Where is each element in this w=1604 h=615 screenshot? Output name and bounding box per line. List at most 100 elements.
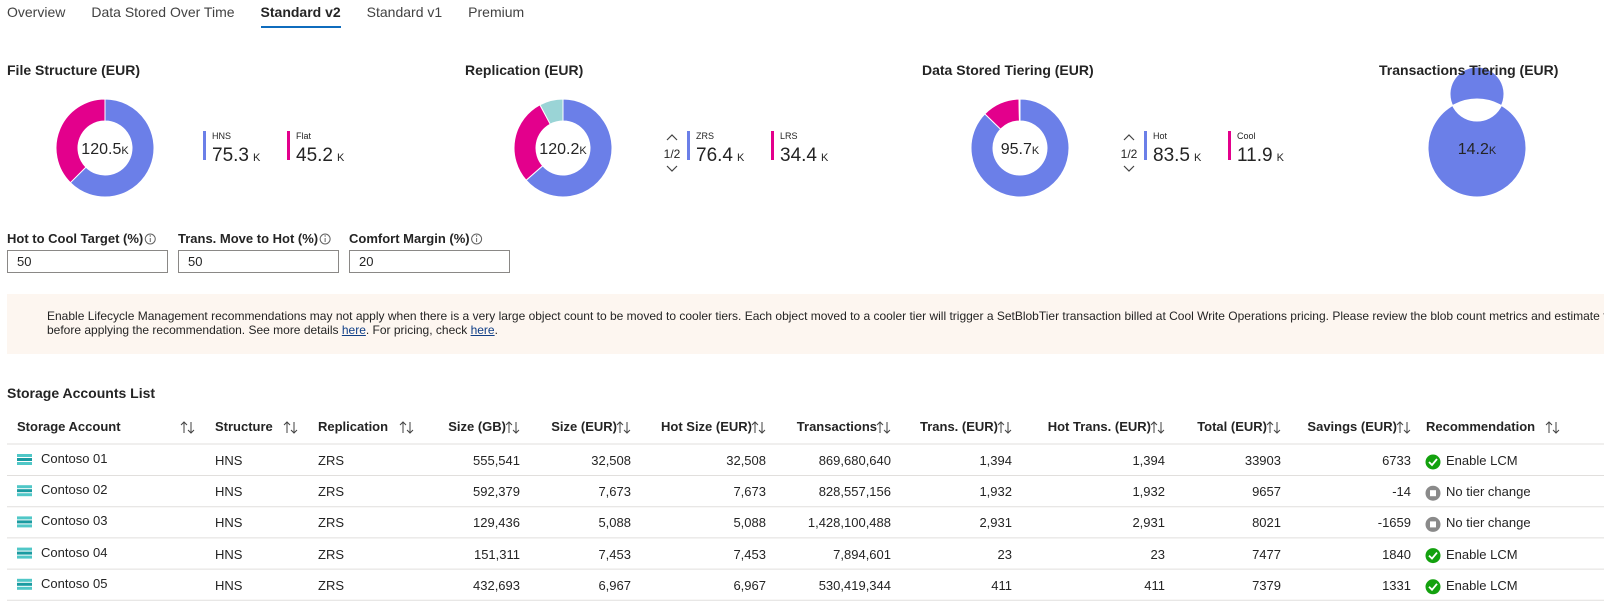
cell: ZRS — [318, 515, 344, 531]
cell: 33903 — [1244, 453, 1281, 468]
sort-icon — [1396, 421, 1411, 434]
input-box[interactable]: 50 — [178, 250, 339, 273]
donut-unit: K — [579, 145, 587, 157]
column-header[interactable]: Recommendation — [1426, 419, 1536, 434]
link[interactable]: here — [341, 323, 366, 337]
cell: ZRS — [318, 577, 344, 593]
cell: Contoso 05 — [41, 575, 108, 591]
cell: -14 — [1392, 484, 1411, 500]
cell: HNS — [215, 577, 243, 593]
column-header[interactable]: Size (EUR) — [551, 419, 617, 434]
sort-icon — [399, 421, 414, 434]
cell: 5,088 — [598, 515, 631, 531]
tab[interactable]: Premium — [468, 4, 525, 20]
status-ok — [1425, 454, 1441, 470]
donut-unit: K — [121, 145, 129, 157]
donut-segment — [1018, 98, 1021, 122]
text-span: before applying the recommendation. See … — [47, 323, 342, 337]
storage-icon — [17, 555, 32, 559]
storage-icon — [17, 578, 32, 582]
warning-banner: Enable Lifecycle Management recommendati… — [7, 294, 1604, 354]
legend-number: 75.3 — [212, 145, 249, 166]
cell: 129,436 — [473, 515, 520, 531]
storage-icon — [17, 489, 32, 493]
donut-segment — [69, 98, 155, 198]
info-icon — [319, 233, 331, 245]
text-span: . For pricing, check — [365, 323, 471, 337]
cell: 32,508 — [726, 453, 766, 468]
legend-swatch — [687, 131, 690, 160]
storage-icon — [17, 582, 32, 586]
tab[interactable]: Standard v2 — [260, 4, 341, 28]
donut-segment — [55, 98, 106, 184]
cell: HNS — [215, 484, 243, 500]
sort-icon — [283, 421, 298, 434]
cell: 592,379 — [473, 484, 520, 500]
column-header[interactable]: Transactions — [796, 419, 877, 434]
cell: 411 — [991, 577, 1012, 593]
donut-segment — [970, 98, 1070, 198]
column-header[interactable]: Hot Trans. (EUR) — [1047, 419, 1151, 434]
sort-icon — [180, 421, 195, 434]
legend-number: 34.4 — [780, 145, 817, 166]
input-box[interactable]: 20 — [349, 250, 510, 273]
tab[interactable]: Overview — [7, 4, 66, 20]
tab[interactable]: Standard v1 — [366, 4, 443, 20]
column-header[interactable]: Size (GB) — [448, 419, 506, 434]
info-icon-dot — [324, 235, 326, 237]
chart-title: Replication (EUR) — [465, 62, 584, 78]
column-header[interactable]: Savings (EUR) — [1307, 419, 1397, 434]
donut-unit: K — [1032, 145, 1040, 157]
column-header[interactable]: Total (EUR) — [1197, 419, 1267, 434]
legend-number: 76.4 — [696, 145, 733, 166]
cell: No tier change — [1446, 515, 1531, 531]
chart-title: File Structure (EUR) — [7, 62, 141, 78]
legend-number: 11.9 — [1237, 145, 1273, 166]
legend-label: HNS — [212, 131, 231, 141]
link[interactable]: here — [470, 323, 495, 337]
donut-total: 14.2 — [1458, 141, 1489, 158]
storage-icon — [17, 493, 32, 497]
legend-swatch — [203, 131, 206, 160]
storage-icon — [17, 485, 32, 489]
cell: 2,931 — [979, 515, 1012, 531]
pager-down — [1123, 165, 1135, 172]
storage-icon — [17, 516, 32, 520]
cell: 1,932 — [1132, 484, 1165, 500]
legend-unit: K — [337, 152, 345, 164]
input-box[interactable]: 50 — [7, 250, 168, 273]
status-ok-check — [1428, 552, 1438, 560]
column-header[interactable]: Storage Account — [17, 419, 121, 434]
column-header[interactable]: Trans. (EUR) — [919, 419, 998, 434]
legend-value: 34.4 K — [780, 145, 829, 166]
storage-icon — [17, 524, 32, 528]
cell: 7,673 — [598, 484, 631, 500]
input-label: Hot to Cool Target (%) — [7, 231, 144, 246]
donut-total: 120.5 — [81, 141, 121, 158]
donut-segment — [539, 98, 564, 125]
input-label: Trans. Move to Hot (%) — [178, 231, 319, 246]
info-icon — [471, 233, 483, 245]
storage-icon — [17, 520, 32, 524]
warning-line: Enable Lifecycle Management recommendati… — [47, 309, 1604, 323]
sort-icon — [616, 421, 631, 434]
cell: 869,680,640 — [818, 453, 891, 468]
legend-label: ZRS — [696, 131, 714, 141]
legend-label: Hot — [1153, 131, 1168, 141]
column-header[interactable]: Structure — [215, 419, 273, 434]
table-title: Storage Accounts List — [7, 385, 156, 401]
sort-icon — [751, 421, 766, 434]
tab[interactable]: Data Stored Over Time — [91, 4, 235, 20]
cell: No tier change — [1446, 484, 1531, 500]
sort-icon — [1266, 421, 1281, 434]
warning-line: before applying the recommendation. See … — [47, 323, 498, 337]
chart-title: Transactions Tiering (EUR) — [1379, 62, 1559, 78]
legend-value: 76.4 K — [696, 145, 745, 166]
legend-value: 45.2 K — [296, 145, 345, 166]
pager-up — [1123, 134, 1135, 141]
cell: 7477 — [1252, 546, 1281, 562]
column-header[interactable]: Hot Size (EUR) — [661, 419, 752, 434]
column-header[interactable]: Replication — [318, 419, 389, 434]
tab-bar: Overview Data Stored Over Time Standard v2… — [7, 4, 524, 28]
